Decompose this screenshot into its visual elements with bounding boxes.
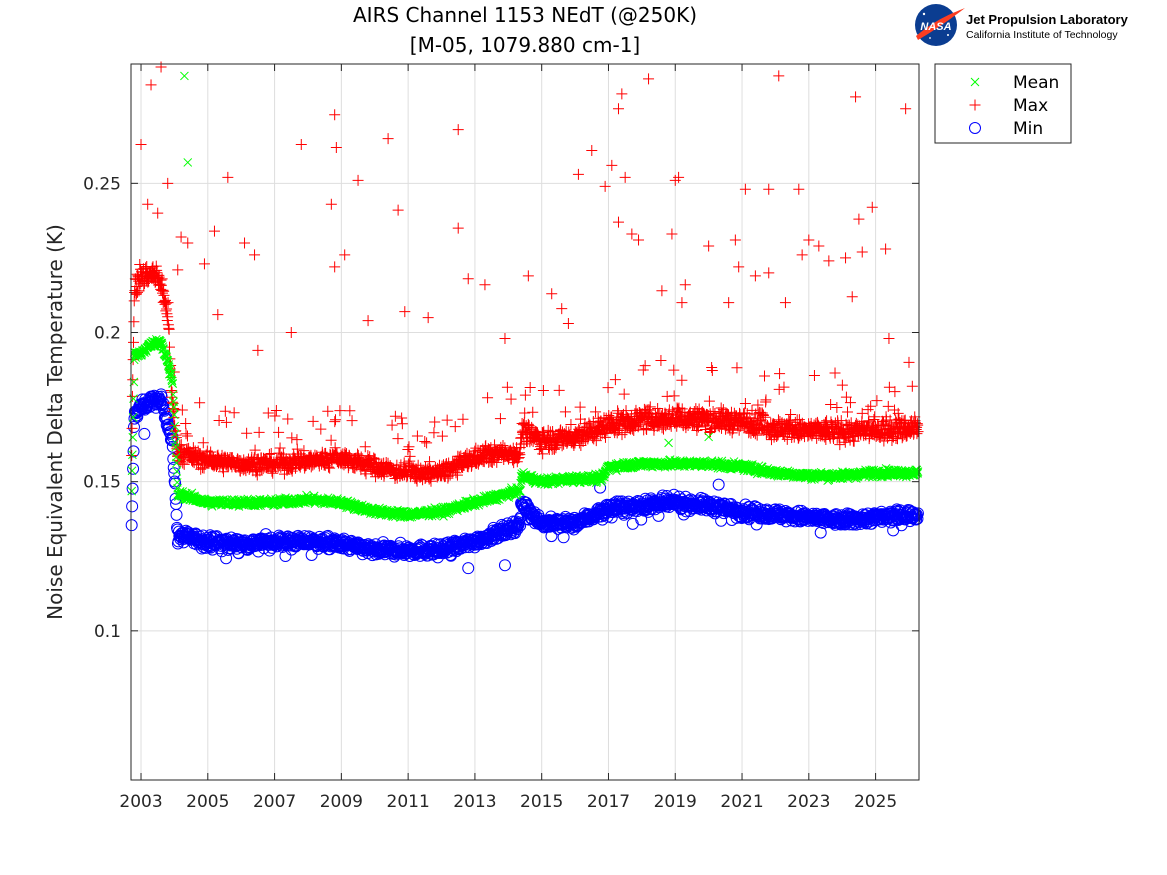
min-point	[154, 397, 167, 410]
min-point	[127, 445, 140, 458]
min-point	[911, 512, 924, 525]
chart-subtitle: [M-05, 1079.880 cm-1]	[410, 33, 640, 57]
max-point	[128, 336, 140, 348]
max-point	[133, 285, 145, 297]
min-point	[126, 482, 139, 495]
max-point	[163, 323, 175, 335]
min-outlier-point	[498, 559, 511, 572]
max-point	[159, 294, 171, 306]
min-point	[170, 508, 183, 521]
max-point	[128, 316, 140, 328]
min-point	[167, 461, 180, 474]
min-outlier-point	[712, 478, 725, 491]
min-point	[814, 526, 827, 539]
min-point	[126, 500, 139, 513]
max-point	[162, 297, 174, 309]
y-axis-label: Noise Equivalent Delta Temperature (K)	[43, 224, 67, 620]
min-point	[642, 505, 655, 518]
max-point	[132, 286, 144, 298]
min-point	[279, 550, 292, 563]
min-point	[162, 418, 175, 431]
data-markers	[125, 61, 924, 575]
series-min	[125, 388, 924, 575]
chart-title: AIRS Channel 1153 NEdT (@250K)	[353, 3, 697, 27]
max-point	[157, 284, 169, 296]
min-outlier-point	[138, 427, 151, 440]
max-point	[168, 366, 180, 378]
min-point	[161, 413, 174, 426]
min-point	[514, 519, 527, 532]
min-point	[169, 477, 182, 490]
max-point	[126, 422, 138, 434]
min-point	[125, 519, 138, 532]
min-outlier-point	[462, 562, 475, 575]
series-max	[126, 61, 924, 487]
min-point	[305, 548, 318, 561]
min-point	[910, 509, 923, 522]
max-point	[162, 311, 174, 323]
min-point	[127, 462, 140, 475]
max-point	[156, 273, 168, 285]
min-point	[910, 513, 923, 526]
min-point	[911, 507, 924, 520]
